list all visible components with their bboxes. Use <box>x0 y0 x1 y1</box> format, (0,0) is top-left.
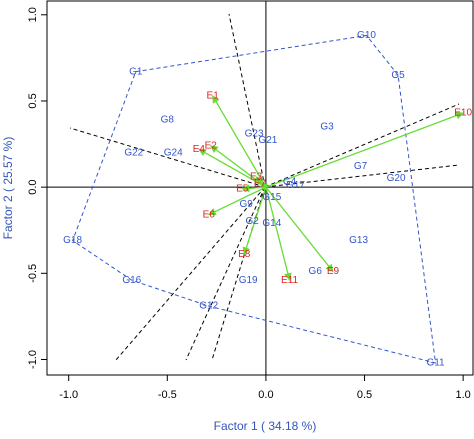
environment-vector <box>265 186 292 281</box>
convex-hull <box>72 34 437 364</box>
environment-label: E6 <box>203 209 216 220</box>
environment-vector <box>212 95 267 188</box>
y-tick-label: 0.0 <box>27 179 39 194</box>
x-tick-label: -0.5 <box>158 389 177 401</box>
environment-vector <box>259 183 269 191</box>
environment-vector <box>265 186 334 273</box>
genotype-label: G19 <box>239 275 258 286</box>
environment-label: E5 <box>236 184 249 195</box>
environment-label: E11 <box>281 275 298 286</box>
environment-label: E7 <box>254 178 267 189</box>
genotype-label: G20 <box>387 173 406 184</box>
x-axis-title: Factor 1 ( 34.18 %) <box>214 419 317 433</box>
x-tick-label: 1.0 <box>455 389 470 401</box>
environment-vector <box>242 186 267 256</box>
genotype-label: G1 <box>129 66 143 77</box>
environment-label: E3 <box>250 171 263 182</box>
x-tick-label: 0.0 <box>258 389 273 401</box>
plot-frame <box>46 0 474 376</box>
genotype-label: G15 <box>262 192 281 203</box>
genotype-label: G14 <box>262 218 281 229</box>
environment-vector <box>208 186 267 216</box>
genotype-label: G10 <box>357 30 376 41</box>
genotype-label: G6 <box>309 266 323 277</box>
environment-label: E4 <box>193 144 206 155</box>
genotype-label: G11 <box>426 358 445 369</box>
x-tick-label: -1.0 <box>59 389 78 401</box>
genotype-label: G23 <box>245 128 264 139</box>
genotype-label: G24 <box>164 147 183 158</box>
genotype-label: G7 <box>354 161 368 172</box>
y-axis-title: Factor 2 ( 25.57 %) <box>1 137 15 240</box>
environment-label: E2 <box>205 140 218 151</box>
genotype-label: G5 <box>391 70 405 81</box>
environment-label: E10 <box>454 108 472 119</box>
y-tick-label: -0.5 <box>27 264 39 283</box>
y-tick-label: 0.5 <box>27 93 39 108</box>
genotype-label: G9 <box>240 199 254 210</box>
genotype-label: G16 <box>122 275 141 286</box>
environment-vector <box>265 111 464 188</box>
y-tick-label: 1.0 <box>27 7 39 22</box>
genotype-label: G4 <box>283 177 297 188</box>
genotype-label: G13 <box>349 235 368 246</box>
environment-vector <box>198 148 267 188</box>
genotype-label: G8 <box>161 115 175 126</box>
genotype-label: G3 <box>320 121 334 132</box>
genotype-label: G12 <box>199 301 218 312</box>
genotype-label: G17 <box>286 180 305 191</box>
environment-label: E9 <box>327 266 340 277</box>
environment-label: E1 <box>207 90 220 101</box>
x-tick-label: 0.5 <box>357 389 372 401</box>
environment-label: E8 <box>238 249 251 260</box>
genotype-label: G22 <box>124 147 143 158</box>
genotype-label: G18 <box>63 235 82 246</box>
y-tick-label: -1.0 <box>27 350 39 369</box>
genotype-label: G2 <box>245 216 259 227</box>
genotype-label: G21 <box>258 135 277 146</box>
